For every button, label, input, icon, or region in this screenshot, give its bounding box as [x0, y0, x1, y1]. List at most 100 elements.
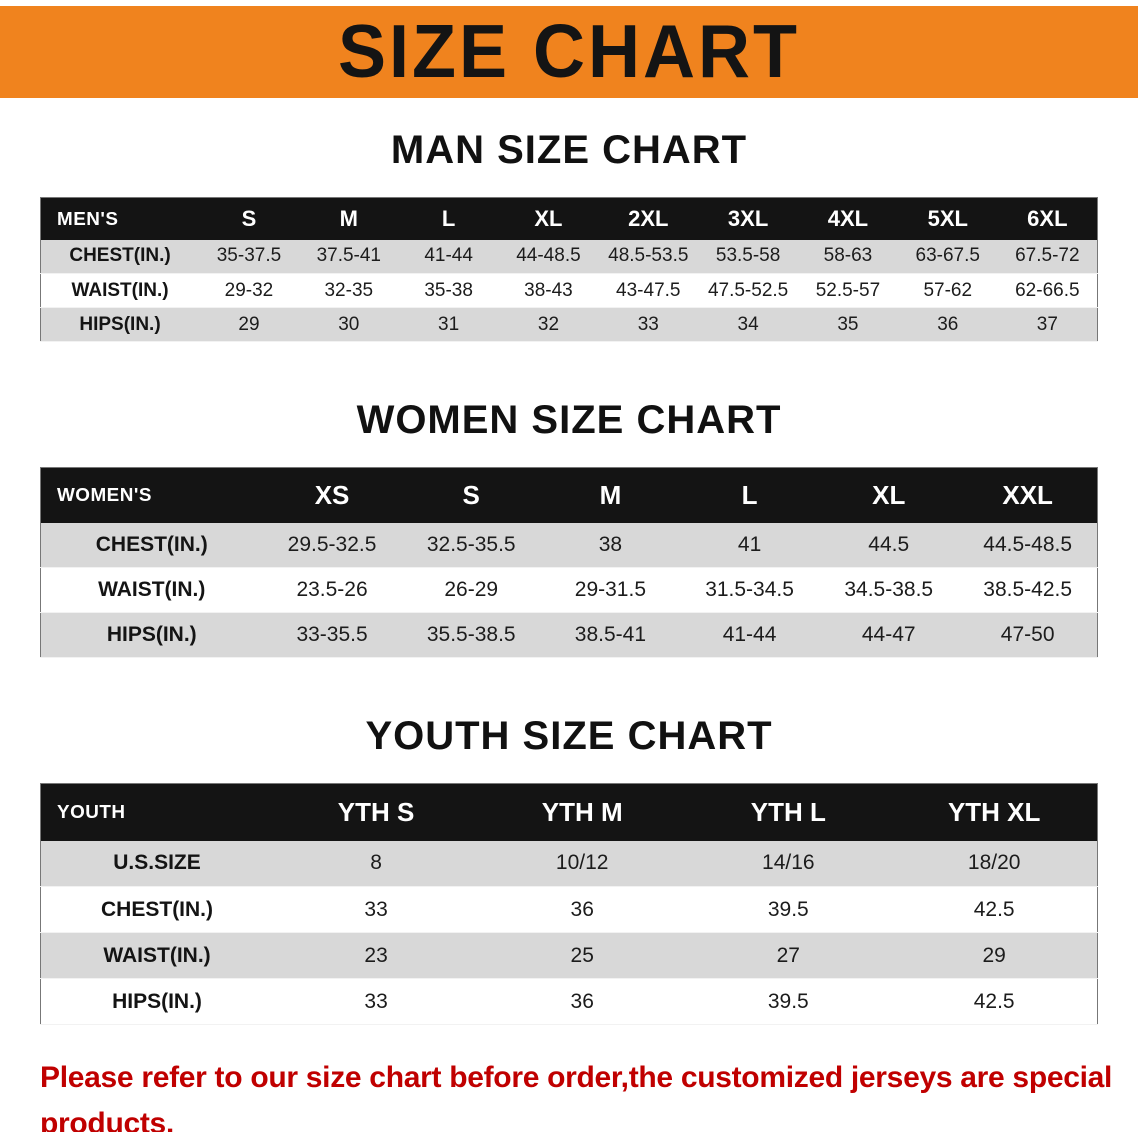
value-cell: 34.5-38.5: [844, 578, 934, 601]
value-cell: 67.5-72: [1015, 245, 1080, 267]
value-cell: 29.5-32.5: [287, 532, 377, 556]
value-cell: 14/16: [762, 851, 815, 875]
value-cell: 44-47: [861, 623, 916, 646]
size-header-cell: 4XL: [827, 205, 869, 231]
value-cell: 35-38: [424, 279, 473, 301]
value-cell: 25: [570, 943, 594, 967]
footer-note-line: Please refer to our size chart before or…: [40, 1061, 1113, 1132]
value-cell: 37.5-41: [316, 245, 382, 267]
value-cell: 33: [364, 897, 388, 921]
value-cell: 36: [937, 313, 959, 335]
table-row: WAIST(IN.) 29-32 32-35 35-38 38-43 43-47.5 47.…: [40, 273, 1098, 308]
size-header-cell: YTH XL: [947, 796, 1041, 827]
table-row: WAIST(IN.) 23 25 27 29: [40, 932, 1098, 979]
banner-title: SIZE CHART: [338, 10, 800, 95]
table-row: WAIST(IN.) 23.5-26 26-29 29-31.5 31.5-34.5 34…: [40, 567, 1098, 613]
value-cell: 47.5-52.5: [707, 279, 789, 301]
section-youth: YOUTH SIZE CHART YOUTH YTH S YTH M YTH L YTH…: [0, 714, 1138, 1025]
row-label-cell: U.S.SIZE: [113, 851, 201, 875]
table-header-row: YOUTH YTH S YTH M YTH L YTH XL: [40, 783, 1098, 841]
value-cell: 34: [737, 313, 759, 335]
value-cell: 32.5-35.5: [426, 532, 516, 556]
size-header-cell: L: [441, 205, 456, 231]
women-size-table-container: WOMEN'S XS S M L XL XXL CHEST(IN.) 29.5-32.5 32.5…: [40, 467, 1098, 658]
table-row: CHEST(IN.) 33 36 39.5 42.5: [40, 886, 1098, 933]
table-title-cell: MEN'S: [57, 207, 119, 229]
value-cell: 35.5-38.5: [426, 623, 516, 646]
value-cell: 23: [364, 943, 388, 967]
size-header-cell: YTH M: [541, 796, 623, 827]
value-cell: 37: [1036, 313, 1058, 335]
size-table: MEN'S S M L XL 2XL 3XL 4XL 5XL 6XL CHEST(IN.) 35-37…: [40, 197, 1098, 342]
value-cell: 41-44: [424, 245, 473, 267]
women-section-heading: WOMEN SIZE CHART: [356, 398, 782, 442]
value-cell: 44.5-48.5: [983, 532, 1073, 556]
value-cell: 41: [737, 532, 762, 556]
men-section-heading: MAN SIZE CHART: [390, 128, 748, 172]
table-header-row: WOMEN'S XS S M L XL XXL: [40, 467, 1098, 523]
row-label-cell: CHEST(IN.): [101, 897, 214, 921]
table-row: HIPS(IN.) 33-35.5 35.5-38.5 38.5-41 41-44 44-…: [40, 612, 1098, 658]
value-cell: 42.5: [973, 989, 1015, 1013]
youth-size-table-container: YOUTH YTH S YTH M YTH L YTH XL U.S.SIZE 8 10/12…: [40, 783, 1098, 1025]
size-header-cell: M: [599, 479, 622, 510]
value-cell: 36: [570, 897, 594, 921]
row-label-cell: WAIST(IN.): [98, 578, 206, 601]
size-header-cell: S: [462, 479, 480, 510]
value-cell: 26-29: [444, 578, 499, 601]
row-label-cell: HIPS(IN.): [79, 313, 161, 335]
men-size-table-container: MEN'S S M L XL 2XL 3XL 4XL 5XL 6XL CHEST(IN.) 35-37…: [40, 197, 1098, 342]
size-table: YOUTH YTH S YTH M YTH L YTH XL U.S.SIZE 8 10/12…: [40, 783, 1098, 1025]
size-header-cell: 3XL: [727, 205, 769, 231]
value-cell: 63-67.5: [915, 245, 980, 267]
value-cell: 58-63: [823, 245, 873, 267]
size-header-cell: XL: [534, 205, 563, 231]
value-cell: 8: [370, 851, 382, 875]
row-label-cell: WAIST(IN.): [71, 279, 169, 301]
value-cell: 38-43: [524, 279, 573, 301]
table-row: U.S.SIZE 8 10/12 14/16 18/20: [40, 840, 1098, 887]
size-header-cell: XS: [314, 479, 350, 510]
table-row: CHEST(IN.) 29.5-32.5 32.5-35.5 38 41 44.5 44.5…: [40, 522, 1098, 568]
table-title-cell: YOUTH: [57, 801, 126, 823]
section-men: MAN SIZE CHART MEN'S S M L XL 2XL 3XL 4XL 5XL 6XL…: [0, 128, 1138, 342]
table-row: CHEST(IN.) 35-37.5 37.5-41 41-44 44-48.5 48.5…: [40, 239, 1098, 274]
value-cell: 33-35.5: [296, 623, 368, 646]
value-cell: 53.5-58: [715, 245, 781, 267]
value-cell: 32: [537, 313, 560, 335]
value-cell: 32-35: [324, 279, 374, 301]
value-cell: 38: [598, 532, 623, 556]
value-cell: 29-31.5: [574, 578, 647, 601]
table-header-row: MEN'S S M L XL 2XL 3XL 4XL 5XL 6XL: [40, 197, 1098, 240]
value-cell: 29-32: [224, 279, 274, 301]
value-cell: 47-50: [1000, 623, 1055, 646]
value-cell: 33: [364, 989, 388, 1013]
value-cell: 39.5: [767, 897, 809, 921]
value-cell: 23.5-26: [296, 578, 368, 601]
table-row: HIPS(IN.) 29 30 31 32 33 34 35 36 37: [40, 307, 1098, 342]
size-header-cell: 6XL: [1027, 205, 1068, 231]
table-title-cell: WOMEN'S: [57, 484, 152, 506]
value-cell: 52.5-57: [815, 279, 881, 301]
value-cell: 31: [438, 313, 460, 335]
value-cell: 35-37.5: [216, 245, 282, 267]
size-chart-banner: SIZE CHART: [0, 6, 1138, 98]
table-row: HIPS(IN.) 33 36 39.5 42.5: [40, 978, 1098, 1025]
size-header-cell: L: [741, 479, 758, 510]
size-header-cell: XXL: [1002, 479, 1053, 510]
size-header-cell: YTH L: [750, 796, 826, 827]
value-cell: 30: [338, 313, 360, 335]
value-cell: 57-62: [923, 279, 973, 301]
value-cell: 33: [637, 313, 659, 335]
value-cell: 44.5: [868, 532, 910, 556]
row-label-cell: HIPS(IN.): [112, 989, 202, 1013]
value-cell: 39.5: [767, 989, 809, 1013]
section-women: WOMEN SIZE CHART WOMEN'S XS S M L XL XXL CHEST(…: [0, 398, 1138, 658]
size-header-cell: 5XL: [927, 205, 968, 231]
youth-section-heading: YOUTH SIZE CHART: [365, 714, 773, 758]
size-header-cell: YTH S: [337, 796, 415, 827]
size-header-cell: M: [339, 205, 358, 231]
disclaimer-note: Please refer to our size chart before or…: [40, 1055, 1118, 1132]
row-label-cell: CHEST(IN.): [69, 245, 171, 267]
value-cell: 42.5: [973, 897, 1015, 921]
